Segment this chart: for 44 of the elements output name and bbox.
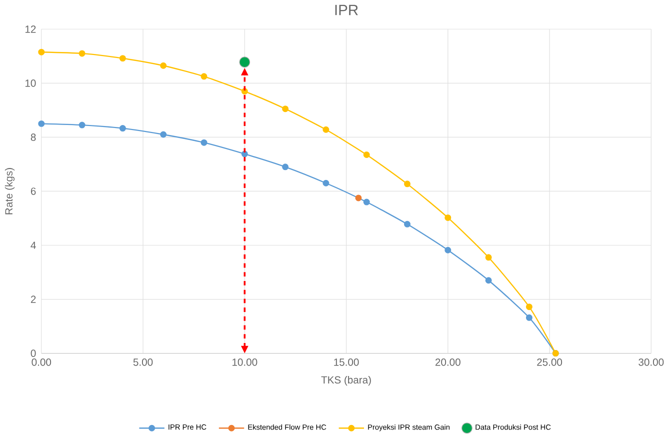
point <box>485 254 492 261</box>
chart-title: IPR <box>335 5 358 16</box>
point <box>404 180 410 188</box>
point <box>200 139 208 146</box>
point <box>241 150 248 158</box>
point <box>444 214 452 222</box>
point <box>119 125 126 132</box>
point <box>160 131 167 138</box>
point <box>38 120 45 128</box>
point <box>78 50 86 57</box>
point <box>119 55 126 62</box>
point <box>282 106 289 112</box>
x-tick-label: 20.00 <box>435 358 460 366</box>
point <box>526 314 532 321</box>
point <box>526 304 532 310</box>
y-tick-label: 4 <box>30 242 36 249</box>
point <box>322 126 330 133</box>
y-tick-label: 12 <box>25 26 36 33</box>
point <box>239 56 250 68</box>
x-tick-label: 0.00 <box>32 358 52 366</box>
y-tick-label: 10 <box>25 80 36 87</box>
y-tick-label: 8 <box>30 134 36 141</box>
point <box>322 180 330 186</box>
point <box>404 221 410 228</box>
point <box>363 152 370 158</box>
point <box>355 194 362 202</box>
point <box>160 62 167 69</box>
point <box>282 164 289 170</box>
point <box>444 246 452 254</box>
y-tick-label: 2 <box>30 296 36 303</box>
x-tick-label: 30.00 <box>638 358 664 366</box>
point <box>200 73 208 80</box>
x-tick-label: 10.00 <box>232 358 258 366</box>
x-tick-label: 25.00 <box>537 358 562 366</box>
point <box>485 277 492 284</box>
point <box>38 48 45 56</box>
x-axis-title: TKS (bara) <box>321 376 371 386</box>
point <box>363 198 370 206</box>
y-axis-title: Rate (kgs) <box>4 168 15 214</box>
y-tick-label: 0 <box>30 350 36 358</box>
x-tick-label: 5.00 <box>133 358 153 366</box>
point <box>78 122 86 128</box>
x-tick-label: 15.00 <box>334 358 359 366</box>
y-tick-label: 6 <box>30 188 36 195</box>
